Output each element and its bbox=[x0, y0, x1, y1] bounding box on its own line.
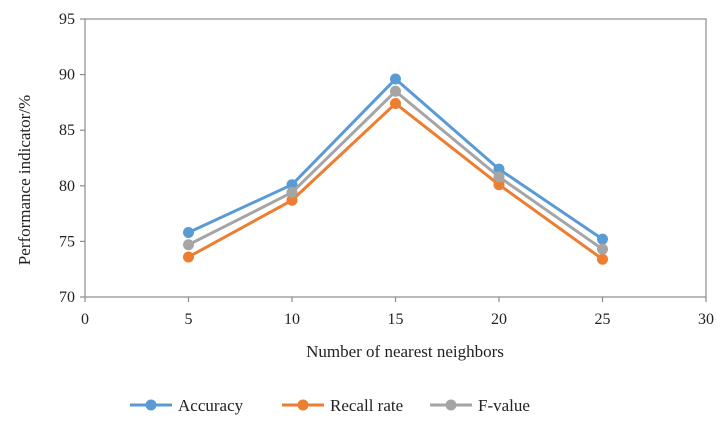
plot-area: 0 5 10 15 20 25 30 70 75 80 85 90 95 bbox=[59, 11, 714, 328]
data-point bbox=[597, 233, 608, 245]
legend-item: Accuracy bbox=[130, 396, 244, 415]
legend-label: Recall rate bbox=[330, 396, 403, 415]
series-f-value bbox=[183, 85, 608, 255]
x-tick-label: 15 bbox=[388, 311, 404, 328]
legend-item: Recall rate bbox=[282, 396, 403, 415]
legend-label: F-value bbox=[478, 396, 530, 415]
data-point bbox=[390, 98, 401, 110]
y-tick-label: 70 bbox=[59, 289, 75, 306]
data-point bbox=[493, 179, 505, 191]
data-point bbox=[183, 239, 194, 251]
x-tick-label: 5 bbox=[185, 311, 193, 328]
legend-label: Accuracy bbox=[178, 396, 244, 415]
data-point bbox=[286, 179, 298, 191]
y-tick-label: 80 bbox=[59, 178, 75, 195]
data-point bbox=[390, 73, 401, 85]
series-recall-rate bbox=[183, 98, 608, 265]
y-tick-label: 90 bbox=[59, 67, 75, 84]
legend-swatch-marker bbox=[297, 399, 309, 411]
data-point bbox=[597, 253, 608, 265]
data-point bbox=[286, 186, 298, 198]
data-point bbox=[390, 85, 401, 97]
data-point bbox=[183, 251, 194, 263]
y-tick-label: 75 bbox=[59, 233, 75, 250]
x-tick-label: 30 bbox=[698, 311, 714, 328]
data-point bbox=[286, 194, 298, 206]
series-accuracy bbox=[183, 73, 608, 245]
data-point bbox=[183, 227, 194, 239]
x-axis-label: Number of nearest neighbors bbox=[306, 342, 504, 361]
y-tick-label: 85 bbox=[59, 122, 75, 139]
legend-item: F-value bbox=[430, 396, 530, 415]
plot-frame bbox=[84, 18, 707, 298]
data-point bbox=[493, 171, 505, 183]
y-tick-label: 95 bbox=[59, 11, 75, 28]
x-tick-label: 0 bbox=[81, 311, 89, 328]
series-line bbox=[187, 89, 604, 251]
x-tick-label: 20 bbox=[491, 311, 507, 328]
y-axis-label: Performance indicator/% bbox=[15, 95, 34, 265]
x-tick-label: 25 bbox=[595, 311, 611, 328]
legend-swatch-marker bbox=[445, 399, 457, 411]
series-line bbox=[187, 102, 604, 261]
data-point bbox=[597, 243, 608, 255]
x-tick-label: 10 bbox=[284, 311, 300, 328]
data-point bbox=[493, 163, 505, 175]
legend-swatch-marker bbox=[145, 399, 157, 411]
legend: Accuracy Recall rate F-value bbox=[130, 396, 530, 415]
